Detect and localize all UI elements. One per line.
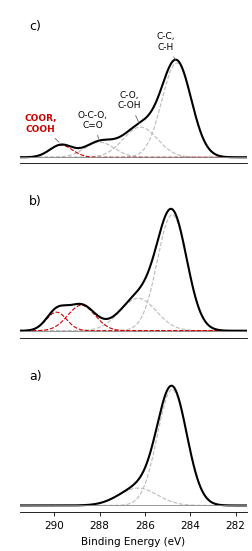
X-axis label: Binding Energy (eV): Binding Energy (eV)	[81, 537, 186, 547]
Text: a): a)	[29, 370, 42, 382]
Text: c): c)	[29, 20, 41, 33]
Text: C-C,
C-H: C-C, C-H	[156, 32, 175, 60]
Text: O-C-O,
C=O: O-C-O, C=O	[78, 111, 108, 139]
Text: b): b)	[29, 195, 42, 208]
Text: C-O,
C-OH: C-O, C-OH	[117, 91, 141, 123]
Text: COOR,
COOH: COOR, COOH	[24, 114, 59, 142]
